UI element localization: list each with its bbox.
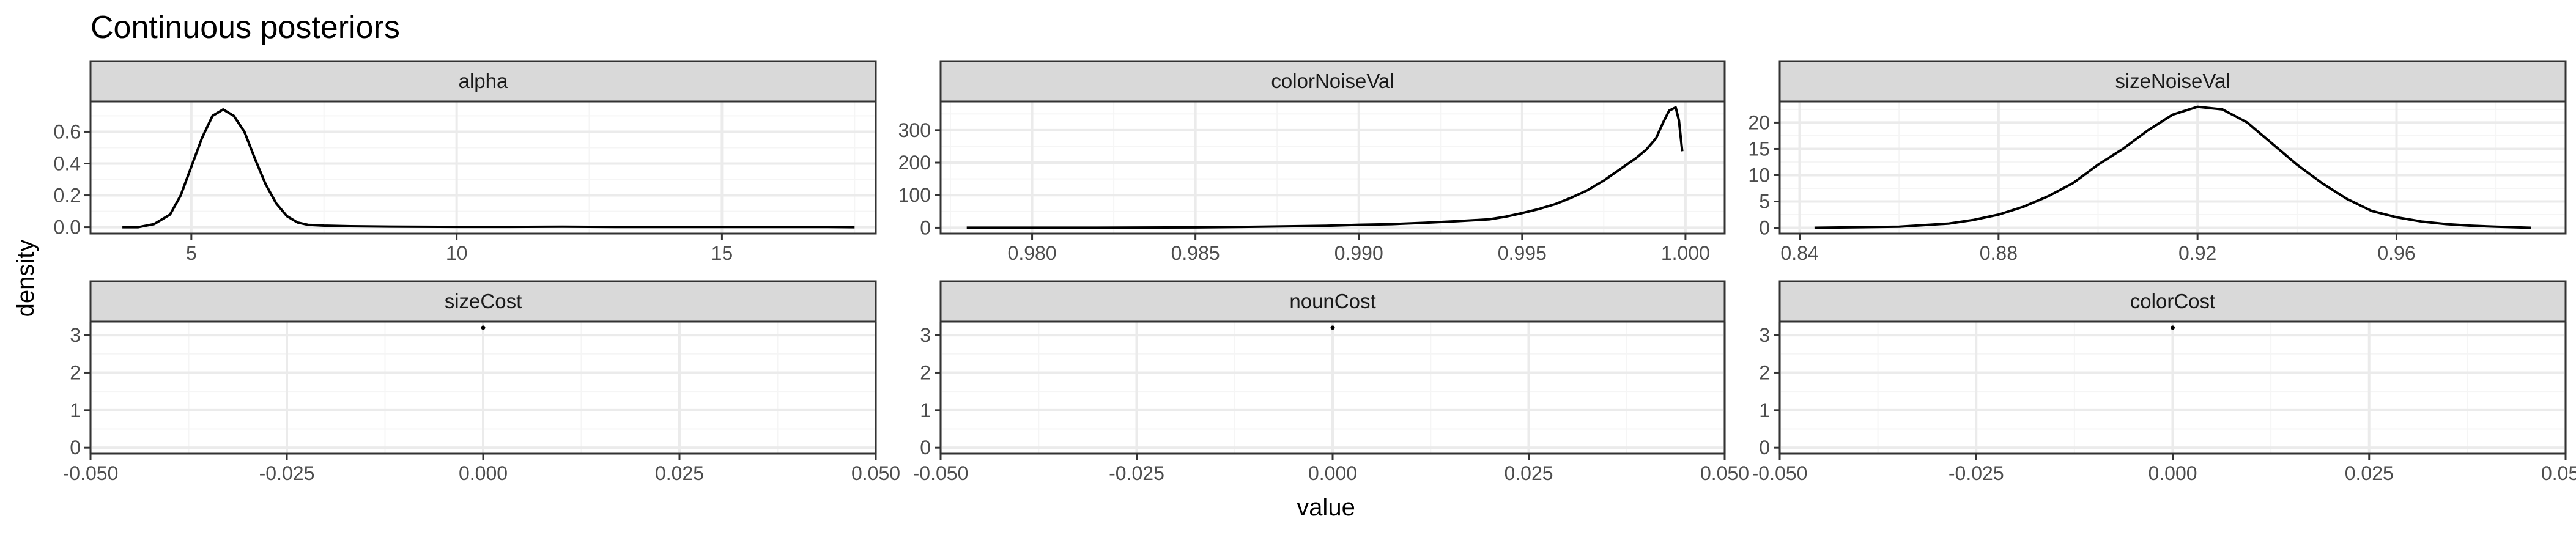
facet-strip-label: nounCost — [1289, 290, 1375, 312]
facet-strip-label: colorNoiseVal — [1271, 70, 1394, 92]
x-tick-label: 0.990 — [1334, 242, 1383, 264]
y-tick-label: 10 — [1748, 164, 1770, 186]
y-tick-label: 2 — [920, 361, 931, 383]
facet-strip — [939, 280, 1726, 323]
x-tick-label: -0.025 — [259, 462, 315, 484]
facet-sizeNoiseVal: sizeNoiseVal 0.84 0.88 0.92 0.96 0 5 10 15 20 — [1748, 60, 2567, 264]
y-tick-label: 0.6 — [54, 120, 81, 142]
facet-nounCost: nounCost -0.050 -0.025 0.000 0.025 0.050 0 1 2 3 — [913, 280, 1749, 484]
x-tick-label: 10 — [446, 242, 468, 264]
x-tick-label: 0.96 — [2377, 242, 2415, 264]
density-point-nounCost — [1330, 325, 1335, 330]
y-tick-label: 1 — [70, 399, 81, 421]
x-tick-label: 0.000 — [2148, 462, 2197, 484]
x-tick-label: 0.000 — [1308, 462, 1357, 484]
y-tick-label: 20 — [1748, 111, 1770, 133]
x-tick-label: 15 — [711, 242, 733, 264]
facet-strip — [1778, 280, 2567, 323]
y-tick-label: 0 — [70, 437, 81, 459]
y-tick-label: 300 — [898, 119, 931, 141]
y-tick-label: 0.4 — [54, 152, 81, 174]
x-tick-label: 0.000 — [459, 462, 508, 484]
y-tick-label: 0 — [920, 437, 931, 459]
x-tick-label: 0.980 — [1008, 242, 1057, 264]
facet-alpha: alpha 5 10 15 0.0 0.2 0.4 0.6 — [54, 60, 877, 264]
facet-strip-label: colorCost — [2130, 290, 2215, 312]
x-tick-label: 1.000 — [1661, 242, 1710, 264]
x-tick-label: 0.050 — [1700, 462, 1749, 484]
y-tick-label: 3 — [70, 324, 81, 346]
facet-strip — [89, 60, 877, 103]
y-tick-label: 100 — [898, 184, 931, 206]
x-axis-title: value — [1297, 494, 1355, 521]
y-tick-label: 3 — [920, 324, 931, 346]
density-point-sizeCost — [481, 325, 486, 330]
x-tick-label: -0.050 — [1752, 462, 1808, 484]
y-tick-label: 0 — [1759, 437, 1770, 459]
x-tick-label: 0.050 — [2541, 462, 2576, 484]
density-line-sizeNoiseVal — [1814, 105, 2531, 229]
y-tick-label: 0 — [1759, 217, 1770, 239]
y-tick-label: 3 — [1759, 324, 1770, 346]
y-tick-label: 1 — [920, 399, 931, 421]
x-tick-label: 0.025 — [655, 462, 704, 484]
facet-strip — [939, 60, 1726, 103]
facet-strip — [89, 280, 877, 323]
x-tick-label: 0.025 — [1504, 462, 1553, 484]
y-tick-label: 0.2 — [54, 185, 81, 207]
x-tick-label: -0.025 — [1109, 462, 1164, 484]
y-tick-label: 200 — [898, 152, 931, 174]
y-tick-label: 0.0 — [54, 216, 81, 238]
x-tick-label: 0.92 — [2178, 242, 2216, 264]
x-tick-label: 0.985 — [1171, 242, 1220, 264]
density-line-colorNoiseVal — [966, 106, 1684, 229]
panel-background — [1780, 101, 2566, 234]
facet-strip-label: sizeNoiseVal — [2115, 70, 2230, 92]
y-axis-title: density — [12, 240, 39, 317]
facet-strip — [1778, 60, 2567, 103]
y-tick-label: 0 — [920, 216, 931, 238]
x-tick-label: -0.050 — [913, 462, 969, 484]
x-tick-label: -0.050 — [63, 462, 119, 484]
density-line-alpha — [122, 108, 855, 229]
facet-sizeCost: sizeCost -0.050 -0.025 0.000 0.025 0.050 0 1 2 3 — [63, 280, 900, 484]
x-tick-label: 5 — [186, 242, 197, 264]
density-point-colorCost — [2171, 325, 2175, 330]
facet-strip-label: sizeCost — [445, 290, 522, 312]
facet-strip-label: alpha — [459, 70, 508, 92]
x-tick-label: 0.88 — [1980, 242, 2018, 264]
facet-colorCost: colorCost -0.050 -0.025 0.000 0.025 0.050 0 1 2 3 — [1752, 280, 2576, 484]
x-tick-label: 0.050 — [851, 462, 900, 484]
x-tick-label: 0.025 — [2345, 462, 2394, 484]
x-tick-label: 0.84 — [1780, 242, 1818, 264]
panel-background — [941, 101, 1725, 234]
y-tick-label: 2 — [70, 361, 81, 383]
panel-background — [91, 101, 876, 234]
y-tick-label: 1 — [1759, 399, 1770, 421]
facet-colorNoiseVal: colorNoiseVal 0.980 0.985 0.990 0.995 1.000 0 1… — [898, 60, 1726, 264]
x-tick-label: 0.995 — [1498, 242, 1547, 264]
y-tick-label: 15 — [1748, 138, 1770, 160]
x-tick-label: -0.025 — [1949, 462, 2004, 484]
y-tick-label: 5 — [1759, 191, 1770, 213]
chart-title: Continuous posteriors — [91, 10, 400, 45]
y-tick-label: 2 — [1759, 361, 1770, 383]
